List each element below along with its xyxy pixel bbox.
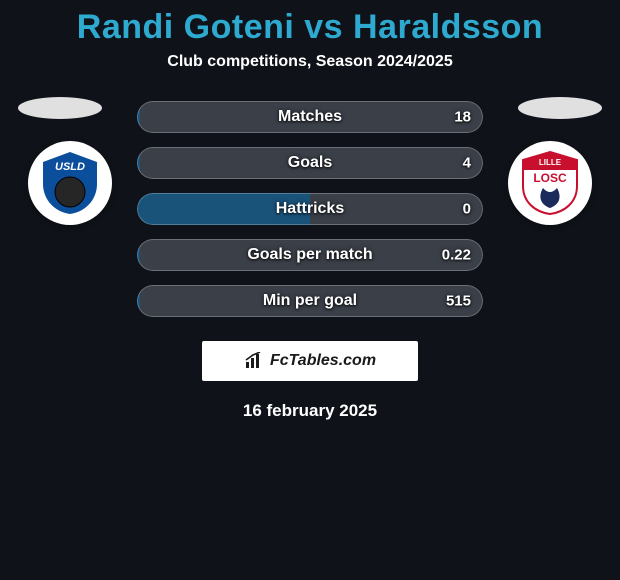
stat-bar: Goals4 bbox=[137, 147, 483, 179]
stat-value-right: 515 bbox=[446, 293, 471, 310]
attribution-badge: FcTables.com bbox=[202, 341, 418, 381]
stat-bar: Matches18 bbox=[137, 101, 483, 133]
stat-bars: Matches18 Goals4 Hattricks0 Goals per match… bbox=[137, 101, 483, 317]
svg-text:USLD: USLD bbox=[55, 161, 85, 173]
subtitle: Club competitions, Season 2024/2025 bbox=[0, 53, 620, 71]
stat-value-right: 0.22 bbox=[442, 247, 471, 264]
attribution-text: FcTables.com bbox=[270, 352, 376, 370]
shadow-ellipse-right bbox=[518, 97, 602, 119]
svg-text:LOSC: LOSC bbox=[533, 171, 567, 185]
stat-value-right: 0 bbox=[463, 201, 471, 218]
stat-bar: Min per goal515 bbox=[137, 285, 483, 317]
stat-label: Goals bbox=[137, 154, 483, 172]
club-badge-right: LILLE LOSC bbox=[508, 141, 592, 225]
losc-badge-icon: LILLE LOSC bbox=[515, 148, 585, 218]
stat-label: Goals per match bbox=[137, 246, 483, 264]
stat-bar: Hattricks0 bbox=[137, 193, 483, 225]
stat-label: Matches bbox=[137, 108, 483, 126]
usld-badge-icon: USLD bbox=[35, 148, 105, 218]
stat-label: Min per goal bbox=[137, 292, 483, 310]
stat-bar: Goals per match0.22 bbox=[137, 239, 483, 271]
stat-value-right: 18 bbox=[454, 109, 471, 126]
stat-value-right: 4 bbox=[463, 155, 471, 172]
shadow-ellipse-left bbox=[18, 97, 102, 119]
club-badge-left: USLD bbox=[28, 141, 112, 225]
page-title: Randi Goteni vs Haraldsson bbox=[0, 0, 620, 47]
stat-label: Hattricks bbox=[137, 200, 483, 218]
comparison-panel: USLD LILLE LOSC Matches18 Goals4 Hattricks… bbox=[0, 101, 620, 317]
svg-text:LILLE: LILLE bbox=[539, 158, 562, 167]
date-text: 16 february 2025 bbox=[0, 401, 620, 421]
chart-icon bbox=[244, 352, 266, 370]
